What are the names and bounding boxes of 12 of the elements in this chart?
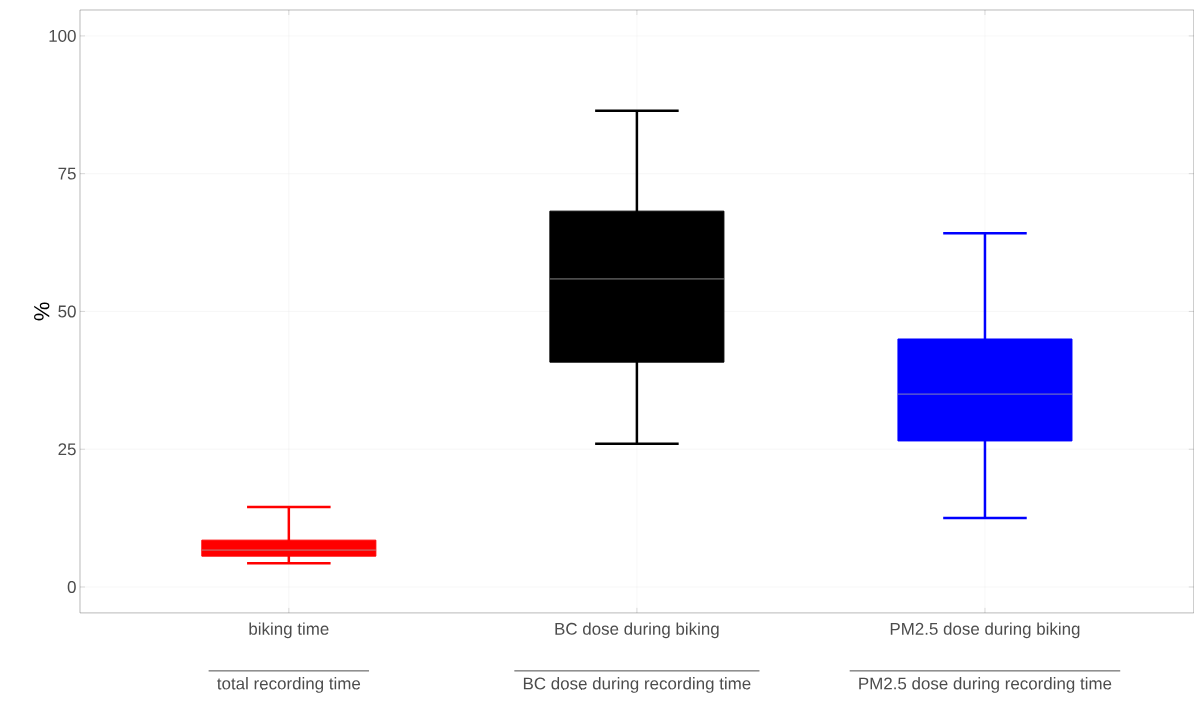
y-tick-label: 100 <box>49 29 76 42</box>
text: total recording time <box>217 677 361 693</box>
y-tick-label: 75 <box>58 167 76 180</box>
x-tick-label: biking time <box>249 622 329 639</box>
y-tick-label: 50 <box>58 305 76 318</box>
y-tick-label: 25 <box>58 443 76 456</box>
text: PM2.5 dose during recording time <box>859 677 1112 693</box>
x-tick-label: PM2.5 dose during biking <box>890 622 1080 639</box>
x-tick-label: BC dose during biking <box>555 622 719 639</box>
y-tick-label: 0 <box>67 581 76 594</box>
text: BC dose during recording time <box>523 677 751 693</box>
y-axis-title: % <box>34 302 50 321</box>
